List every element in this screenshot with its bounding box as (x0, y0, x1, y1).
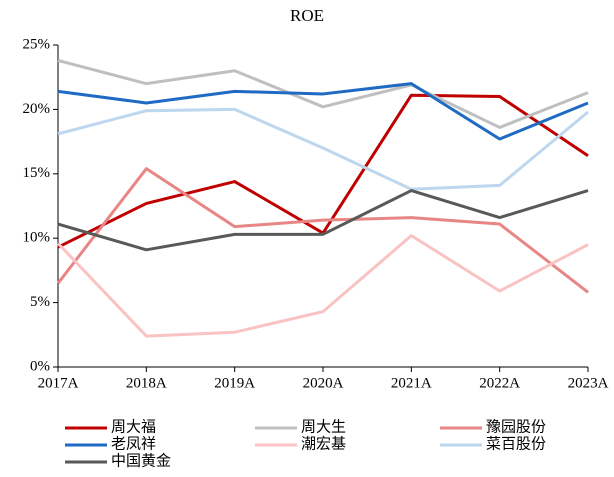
series-line (57, 107, 589, 191)
y-tick-label: 10% (23, 230, 51, 246)
x-tick-label: 2018A (126, 375, 167, 391)
x-tick-label: 2022A (479, 375, 520, 391)
y-tick-label: 0% (30, 358, 50, 374)
y-tick-label: 5% (30, 294, 50, 310)
series-line (56, 234, 589, 338)
chart-title: ROE (290, 6, 324, 25)
x-tick-label: 2023A (568, 375, 609, 391)
x-tick-label: 2021A (391, 375, 432, 391)
x-tick-label: 2020A (303, 375, 344, 391)
legend-label: 中国黄金 (111, 452, 171, 469)
series-line (56, 167, 589, 294)
y-tick-label: 15% (23, 165, 51, 181)
legend-label: 老凤祥 (111, 435, 156, 452)
legend-label: 菜百股份 (486, 435, 546, 452)
legend-label: 周大生 (301, 418, 346, 435)
series-line (57, 189, 589, 252)
x-tick-label: 2019A (214, 375, 255, 391)
y-tick-label: 20% (23, 101, 51, 117)
y-tick-label: 25% (23, 36, 51, 52)
legend-label: 潮宏基 (301, 435, 346, 452)
series-line (57, 82, 589, 141)
legend-label: 豫园股份 (486, 418, 546, 435)
legend-label: 周大福 (111, 418, 156, 435)
x-tick-label: 2017A (38, 375, 79, 391)
series-line (57, 93, 589, 249)
series-line (57, 59, 589, 129)
